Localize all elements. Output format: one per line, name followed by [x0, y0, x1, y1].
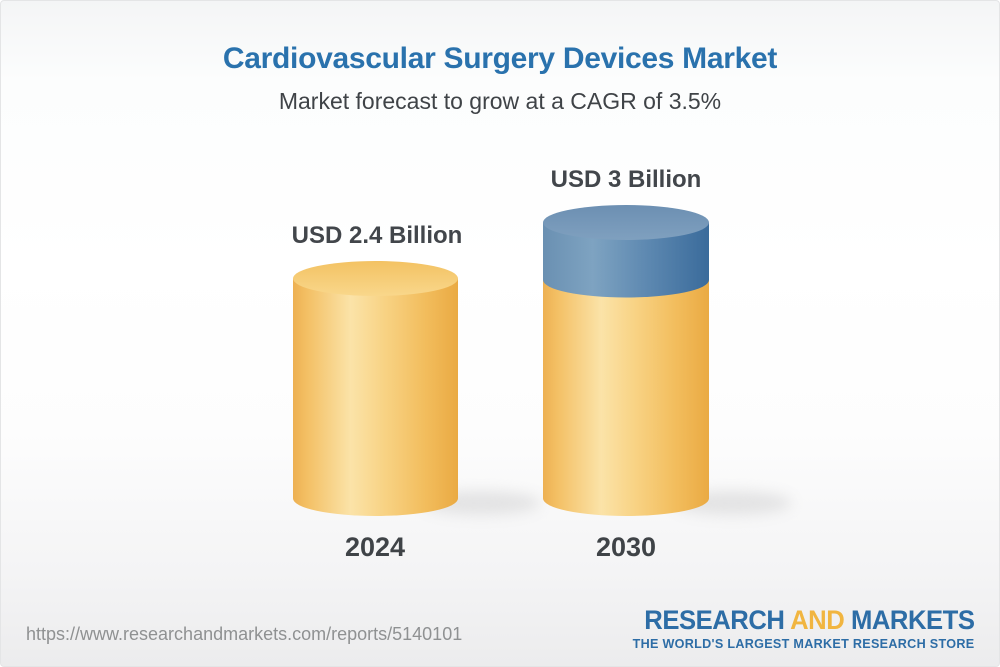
bar-2030-value-label: USD 3 Billion [550, 166, 702, 193]
logo-word-markets: MARKETS [850, 605, 975, 635]
bar-2024-category-label: 2024 [344, 532, 406, 562]
bar-2030-category-label: 2030 [595, 532, 657, 562]
logo-word-research: RESEARCH [643, 605, 785, 635]
logo-word-and: AND [789, 605, 845, 635]
researchandmarkets-logo: RESEARCH AND MARKETS THE WORLD'S LARGEST… [622, 605, 975, 651]
bar-2030-top-face [543, 205, 709, 240]
chart-title: Cardiovascular Surgery Devices Market [222, 42, 778, 75]
chart-subtitle: Market forecast to grow at a CAGR of 3.5… [278, 88, 722, 114]
logo-wordmark: RESEARCH AND MARKETS [639, 605, 975, 635]
logo-tagline: THE WORLD'S LARGEST MARKET RESEARCH STOR… [632, 636, 974, 651]
bar-2024-cylinder [293, 261, 541, 516]
bar-2024-value-label: USD 2.4 Billion [291, 222, 463, 249]
bar-2030-cylinder [543, 205, 792, 516]
report-url: https://www.researchandmarkets.com/repor… [26, 624, 463, 644]
bar-2024-top-face [293, 261, 458, 296]
bar-2030-growth-segment [543, 205, 709, 298]
